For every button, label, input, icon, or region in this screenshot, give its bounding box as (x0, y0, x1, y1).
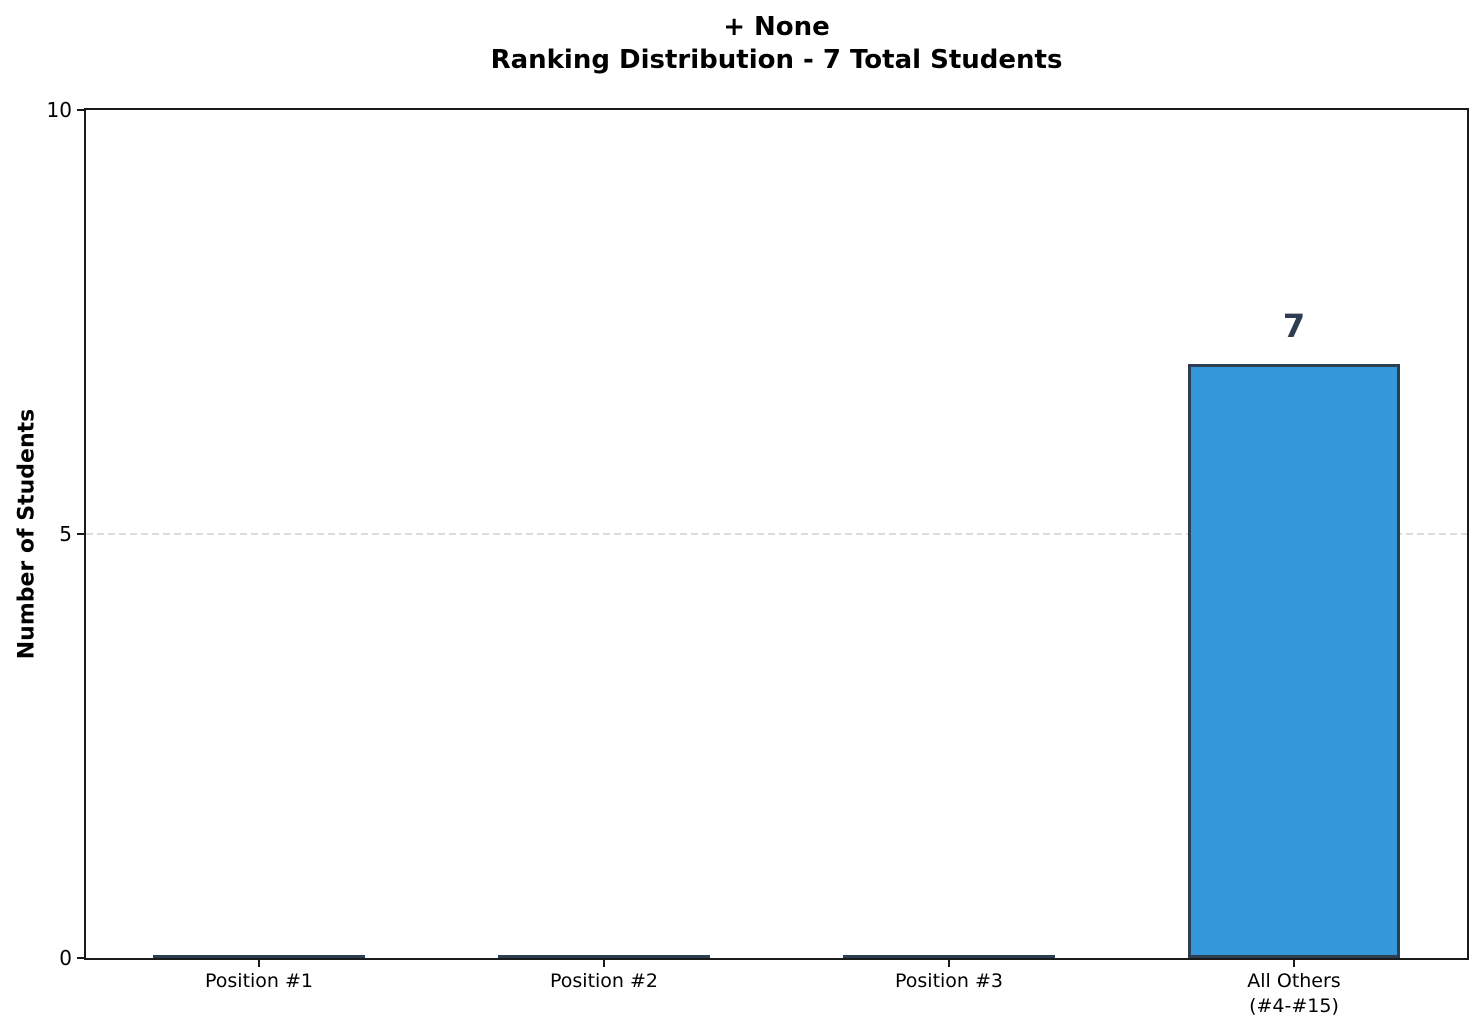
bar-value-label: 7 (1282, 307, 1306, 345)
bar (1188, 364, 1400, 958)
x-tick-label: Position #1 (86, 969, 432, 994)
x-tick-label-line: All Others (1247, 970, 1341, 992)
x-tick (257, 958, 260, 967)
y-tick (77, 957, 86, 959)
y-tick (77, 533, 86, 535)
x-tick (948, 958, 951, 967)
y-tick (77, 109, 86, 111)
y-tick-label: 5 (59, 522, 72, 546)
x-tick-label-line: Position #3 (894, 970, 1004, 992)
plot-area: 7 (84, 108, 1469, 960)
x-tick-label-line: (#4-#15) (1249, 995, 1339, 1017)
x-tick (602, 958, 605, 967)
zero-value-bar (153, 955, 365, 958)
chart-title: + None Ranking Distribution - 7 Total St… (86, 11, 1467, 77)
x-tick (1293, 958, 1296, 967)
y-tick-label: 10 (46, 98, 72, 122)
gridline (86, 533, 1467, 535)
x-tick-label: Position #2 (431, 969, 777, 994)
zero-value-bar (498, 955, 710, 958)
zero-value-bar (843, 955, 1055, 958)
y-tick-label: 0 (59, 946, 72, 970)
x-tick-label-line: Position #1 (204, 970, 314, 992)
chart-title-line1: + None (723, 12, 830, 42)
x-tick-label-line: Position #2 (549, 970, 659, 992)
chart-title-line2: Ranking Distribution - 7 Total Students (490, 45, 1063, 75)
x-tick-label: All Others (#4-#15) (1121, 969, 1467, 1019)
x-tick-label: Position #3 (776, 969, 1122, 994)
